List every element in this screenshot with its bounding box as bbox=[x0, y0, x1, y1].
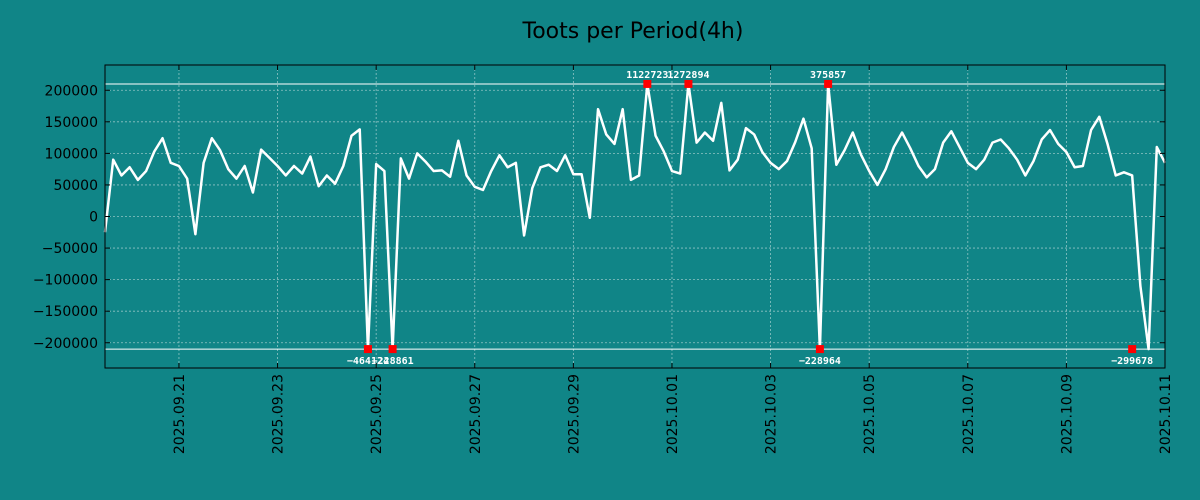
marker-group bbox=[363, 79, 1137, 354]
x-tick-label: 2025.10.05 bbox=[862, 374, 878, 454]
x-tick-label: 2025.09.27 bbox=[468, 374, 484, 454]
y-axis: 200000 150000 100000 50000 0 −50000 −100000 −15… bbox=[33, 83, 1165, 352]
y-tick-label: 0 bbox=[89, 210, 98, 226]
y-tick-label: −100000 bbox=[33, 273, 98, 289]
outlier-marker bbox=[388, 345, 397, 354]
outlier-label: −228861 bbox=[372, 356, 414, 367]
x-tick-label: 2025.09.29 bbox=[566, 374, 582, 454]
outlier-label: 1272894 bbox=[667, 70, 709, 81]
outlier-label: 375857 bbox=[810, 70, 846, 81]
series-line bbox=[103, 82, 1167, 351]
x-tick-label: 2025.10.03 bbox=[764, 374, 780, 454]
outlier-marker bbox=[684, 79, 693, 88]
outlier-marker bbox=[824, 79, 833, 88]
y-tick-label: −150000 bbox=[33, 304, 98, 320]
x-tick-label: 2025.10.01 bbox=[665, 374, 681, 454]
chart-title: Toots per Period(4h) bbox=[522, 19, 744, 44]
outlier-marker bbox=[363, 345, 372, 354]
y-tick-label: −50000 bbox=[42, 241, 98, 257]
outlier-marker bbox=[1128, 345, 1137, 354]
x-tick-label: 2025.09.23 bbox=[271, 374, 287, 454]
y-tick-label: 100000 bbox=[45, 146, 98, 162]
outlier-label: −299678 bbox=[1111, 356, 1153, 367]
outlier-marker bbox=[815, 345, 824, 354]
outlier-label: −464124 bbox=[347, 356, 389, 367]
series-group bbox=[103, 82, 1167, 351]
x-tick-label: 2025.10.09 bbox=[1059, 374, 1075, 454]
x-tick-label: 2025.09.21 bbox=[172, 374, 188, 454]
outlier-marker bbox=[643, 79, 652, 88]
y-tick-label: 50000 bbox=[53, 178, 98, 194]
clip-lines bbox=[105, 83, 1165, 350]
x-tick-label: 2025.10.07 bbox=[961, 374, 977, 454]
x-tick-label: 2025.10.11 bbox=[1158, 374, 1174, 454]
x-tick-label: 2025.09.25 bbox=[369, 374, 385, 454]
y-tick-label: 150000 bbox=[45, 115, 98, 131]
y-tick-label: −200000 bbox=[33, 336, 98, 352]
x-axis: 2025.09.21 2025.09.23 2025.09.25 2025.09.27… bbox=[172, 65, 1174, 454]
outlier-label: 1122723 bbox=[626, 70, 668, 81]
outlier-label: −228964 bbox=[799, 356, 841, 367]
y-tick-label: 200000 bbox=[45, 83, 98, 99]
